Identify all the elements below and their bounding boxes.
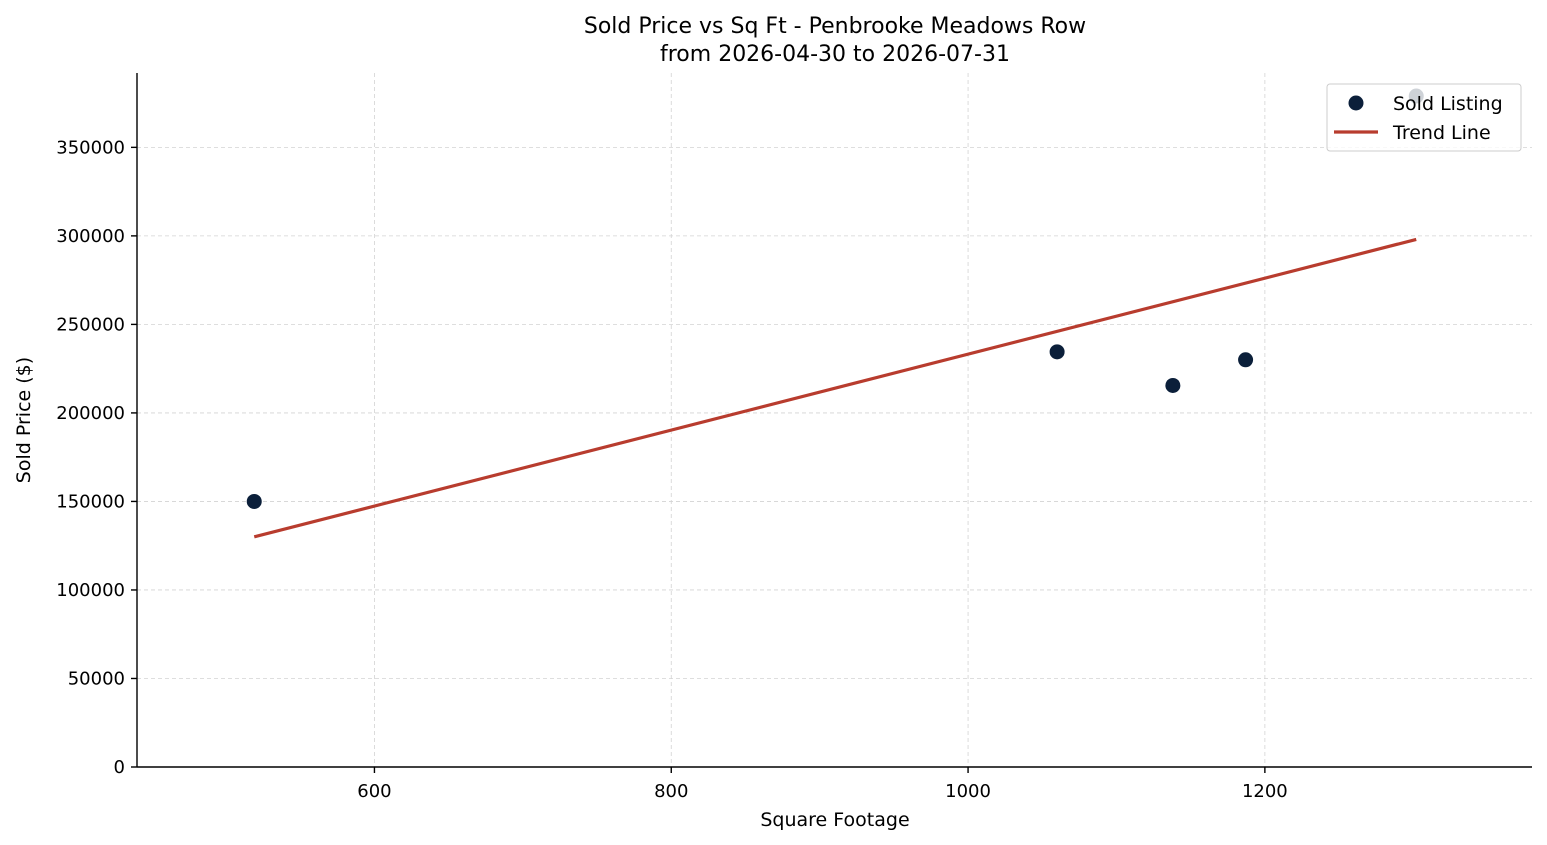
legend: Sold Listing Trend Line — [1326, 83, 1522, 152]
y-tick-label-0: 0 — [114, 757, 125, 778]
x-axis-label: Square Footage — [760, 809, 909, 831]
chart-title-line-2: from 2026-04-30 to 2026-07-31 — [660, 42, 1010, 67]
axes — [136, 73, 1532, 768]
x-tick-label-2: 1000 — [945, 781, 991, 802]
legend-box — [1326, 83, 1522, 152]
y-tick-label-7: 350000 — [56, 137, 125, 158]
sold-listing-point-2 — [1165, 377, 1181, 393]
y-tick-label-1: 50000 — [68, 668, 125, 689]
chart-title: Sold Price vs Sq Ft - Penbrooke Meadows … — [584, 14, 1086, 67]
chart-title-line-1: Sold Price vs Sq Ft - Penbrooke Meadows … — [584, 14, 1086, 39]
legend-label-1: Trend Line — [1392, 122, 1491, 144]
sold-listing-point-1 — [1049, 344, 1065, 360]
sold-listing-point-0 — [246, 493, 262, 509]
y-tick-label-6: 300000 — [56, 226, 125, 247]
legend-point-swatch — [1348, 95, 1364, 111]
y-axis-ticks: 0 50000 100000 150000 200000 250000 300000 3500… — [56, 137, 137, 778]
sold-listing-series — [246, 88, 1424, 509]
x-tick-label-3: 1200 — [1242, 781, 1288, 802]
y-axis-label: Sold Price ($) — [13, 357, 35, 483]
x-tick-label-0: 600 — [357, 781, 391, 802]
y-tick-label-5: 250000 — [56, 314, 125, 335]
y-tick-label-4: 200000 — [56, 403, 125, 424]
sold-listing-point-3 — [1238, 352, 1254, 368]
trend-line — [253, 237, 1417, 539]
y-tick-label-2: 100000 — [56, 580, 125, 601]
legend-label-0: Sold Listing — [1393, 93, 1503, 115]
x-tick-label-1: 800 — [654, 781, 688, 802]
grid — [137, 73, 1532, 767]
y-tick-label-3: 150000 — [56, 491, 125, 512]
trend-line-series — [253, 237, 1417, 539]
x-axis-ticks: 600 800 1000 1200 — [357, 767, 1288, 802]
